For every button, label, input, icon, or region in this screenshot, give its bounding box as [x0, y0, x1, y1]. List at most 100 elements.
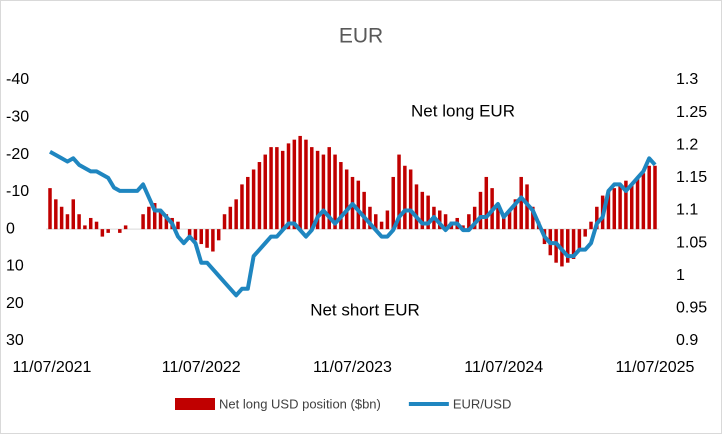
bar	[356, 180, 361, 230]
bar	[310, 147, 314, 230]
bar	[152, 203, 157, 230]
bar	[327, 147, 331, 230]
y2-tick-label: 1	[676, 267, 685, 284]
y2-tick-label: 1.05	[676, 234, 707, 251]
bar	[83, 225, 87, 230]
bar	[368, 206, 372, 230]
chart-title: EUR	[339, 25, 383, 48]
x-tick-label: 11/07/2023	[313, 359, 392, 376]
bar	[246, 176, 250, 230]
bar	[88, 217, 93, 230]
bar	[100, 229, 105, 237]
bar	[176, 221, 180, 230]
bar	[379, 221, 384, 230]
bar	[531, 206, 535, 230]
bar	[77, 214, 81, 230]
bar	[426, 195, 430, 230]
y2-tick-label: 1.15	[676, 169, 707, 186]
bar	[397, 154, 401, 230]
bar	[251, 169, 256, 230]
bar	[618, 184, 622, 230]
bar	[339, 162, 343, 230]
annotation: Net short EUR	[310, 300, 420, 319]
line	[49, 150, 657, 298]
bar	[641, 173, 646, 230]
bar	[292, 139, 297, 230]
bar	[589, 221, 593, 230]
bar	[48, 188, 52, 230]
bar	[298, 135, 302, 230]
bar	[408, 169, 413, 230]
x-tick-label: 11/07/2021	[13, 359, 92, 376]
bar	[577, 229, 582, 252]
bar	[193, 229, 198, 241]
bar	[164, 214, 169, 230]
y-tick-label: 20	[6, 295, 24, 312]
bar	[629, 184, 634, 230]
bar	[205, 229, 209, 248]
bar	[275, 147, 279, 230]
bar	[321, 154, 326, 230]
bar	[472, 206, 477, 230]
bar	[257, 162, 262, 230]
y2-tick-label: 1.2	[676, 136, 698, 153]
bar	[158, 210, 163, 230]
bar	[228, 206, 233, 230]
bar	[391, 176, 395, 230]
bar	[438, 210, 442, 230]
bar	[59, 206, 64, 230]
bar	[403, 165, 407, 230]
x-tick-label: 11/07/2025	[616, 359, 695, 376]
y2-tick-label: 0.9	[676, 332, 698, 349]
bar	[647, 165, 651, 230]
y-tick-label: 10	[6, 258, 24, 275]
bar	[65, 214, 70, 230]
bar	[147, 206, 151, 230]
y2-tick-label: 1.1	[676, 202, 698, 219]
bar	[280, 150, 285, 230]
bar	[414, 184, 419, 230]
bar	[571, 229, 576, 259]
annotation: Net long EUR	[411, 101, 515, 120]
bar	[565, 229, 570, 263]
bar	[269, 147, 273, 230]
bar	[54, 199, 58, 230]
bar	[385, 210, 390, 230]
y-tick-label: 0	[6, 220, 15, 237]
y2-tick-label: 0.95	[676, 300, 707, 317]
bar	[496, 206, 500, 230]
bar	[635, 176, 640, 230]
x-tick-label: 11/07/2024	[464, 359, 543, 376]
legend-label: Net long USD position ($bn)	[219, 396, 381, 411]
bar	[94, 221, 99, 230]
bar	[653, 165, 657, 230]
bar	[286, 143, 291, 230]
bar	[420, 191, 425, 230]
bar	[211, 229, 215, 252]
bar	[595, 206, 599, 230]
y-tick-label: -30	[6, 109, 29, 126]
y2-tick-label: 1.25	[676, 104, 707, 121]
bar	[606, 191, 611, 230]
bar	[216, 229, 221, 241]
bar	[362, 191, 366, 230]
bar	[222, 214, 227, 230]
y-tick-label: 30	[6, 332, 24, 349]
legend-swatch	[175, 398, 215, 410]
bar	[513, 199, 518, 230]
bar	[502, 214, 506, 230]
bar	[443, 214, 448, 230]
bar	[612, 188, 617, 230]
bar	[333, 154, 337, 230]
bar	[304, 139, 308, 230]
bar	[263, 154, 267, 230]
bar	[519, 176, 523, 230]
bar	[123, 225, 128, 230]
bar	[141, 214, 145, 230]
y2-tick-label: 1.3	[676, 71, 698, 88]
legend-label: EUR/USD	[453, 396, 512, 411]
y-tick-label: -10	[6, 183, 29, 200]
bar	[71, 199, 76, 230]
bar	[240, 184, 244, 230]
